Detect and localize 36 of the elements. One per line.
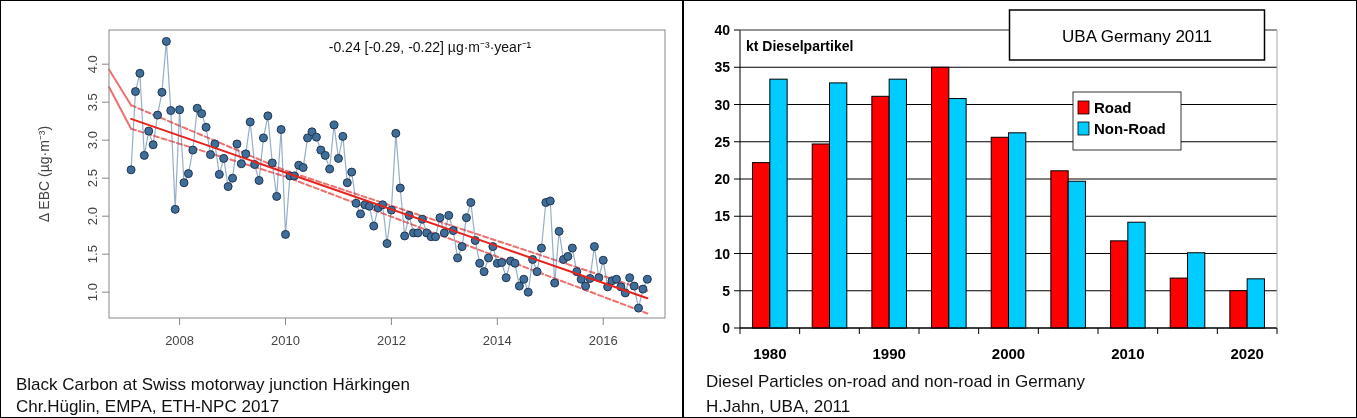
text: Chr.Hüglin, EMPA, ETH-NPC 2017 [16, 397, 280, 416]
y-tick-label: 25 [714, 133, 731, 150]
y-axis-title: kt Dieselpartikel [746, 38, 854, 54]
y-axis-title: Δ EBC (µg·m⁻³) [36, 125, 52, 223]
y-tick-label: 15 [714, 208, 731, 225]
y-tick-label: 3.0 [85, 131, 100, 150]
annotation: -0.24 [-0.29, -0.22] µg·m⁻³·year⁻¹ [328, 39, 532, 55]
y-tick-label: 1.5 [85, 245, 100, 264]
y-tick-label: 0 [722, 320, 731, 336]
y-tick-label: 20 [714, 171, 731, 187]
y-tick-label: 3.5 [85, 93, 100, 112]
y-tick-label: 4.0 [85, 55, 100, 74]
y-tick-label: 2.0 [85, 207, 100, 226]
text: Diesel Particles on-road and non-road in Germany [706, 372, 1086, 391]
x-tick-label: 2016 [588, 333, 618, 348]
text: H.Jahn, UBA, 2011 [706, 397, 851, 416]
legend-label: Road [1094, 99, 1132, 116]
x-tick-label: 2000 [991, 345, 1026, 362]
annotation: UBA Germany 2011 [1062, 27, 1212, 46]
x-tick-label: 2012 [376, 333, 406, 348]
y-tick-label: 35 [714, 59, 731, 76]
y-tick-label: 30 [714, 96, 731, 113]
y-tick-label: 5 [722, 282, 731, 299]
y-tick-label: 10 [714, 245, 731, 262]
x-tick-label: 2014 [482, 333, 512, 348]
legend-label: Non-Road [1094, 120, 1166, 137]
text: Black Carbon at Swiss motorway junction Härkingen [16, 375, 411, 394]
x-tick-label: 2008 [165, 333, 195, 348]
x-tick-label: 2020 [1230, 345, 1264, 362]
x-tick-label: 2010 [271, 333, 300, 348]
y-tick-label: 40 [714, 22, 731, 38]
x-tick-label: 1990 [872, 345, 906, 362]
y-tick-label: 1.0 [85, 283, 100, 302]
x-tick-label: 1980 [753, 345, 787, 362]
y-tick-label: 2.5 [85, 169, 100, 188]
x-tick-label: 2010 [1111, 345, 1145, 362]
